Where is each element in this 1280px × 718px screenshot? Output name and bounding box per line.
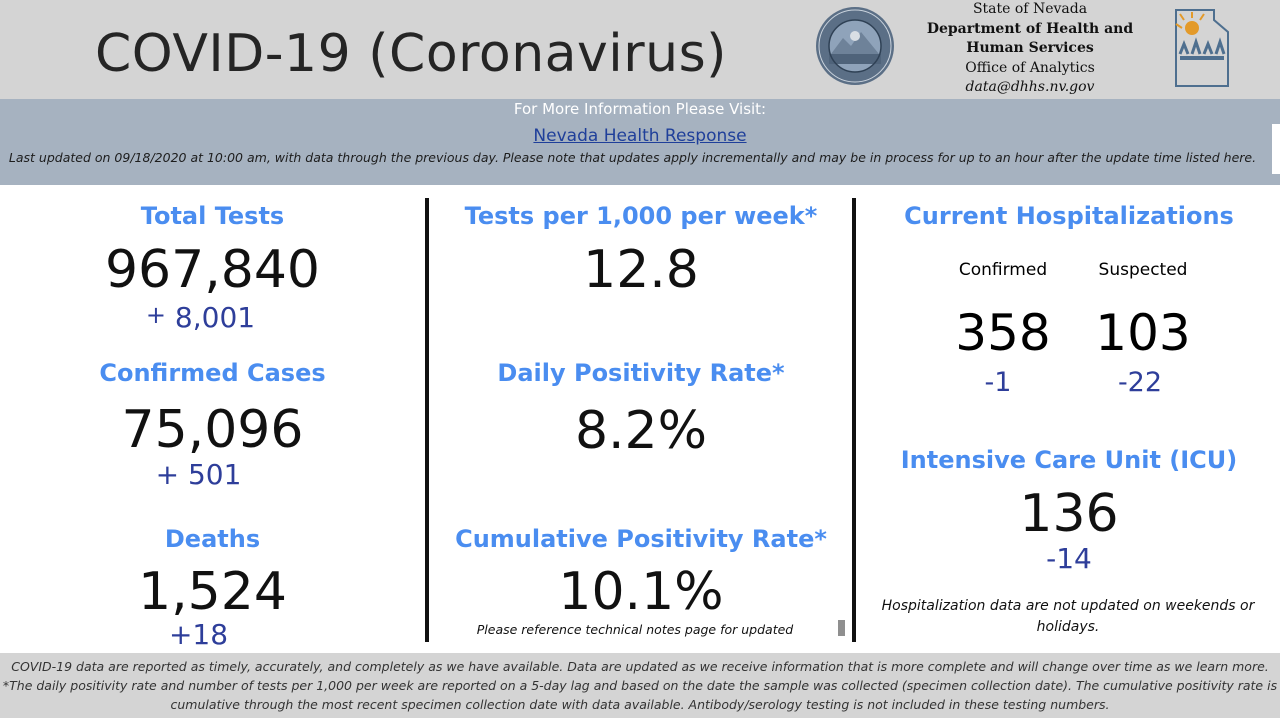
suspected-label: Suspected [1098,260,1188,280]
page-title: COVID-19 (Coronavirus) [95,24,727,84]
icu-heading: Intensive Care Unit (ICU) [900,446,1238,474]
cumulative-positivity-heading: Cumulative Positivity Rate* [455,525,827,553]
right-column: Current Hospitalizations Confirmed Suspe… [858,186,1280,644]
total-tests-delta: + 8,001 [0,301,413,334]
icu-delta: -14 [1046,542,1092,575]
header: COVID-19 (Coronavirus) State of Nevada D… [0,0,1280,99]
confirmed-cases-heading: Confirmed Cases [99,359,326,387]
last-updated-text: Last updated on 09/18/2020 at 10:00 am, … [8,150,1257,165]
hospitalized-confirmed-value: 358 [955,304,1051,362]
column-divider-right [852,198,856,642]
total-tests-delta-sign: + [145,301,167,329]
confirmed-cases-value: 75,096 [121,400,304,460]
banner-visit-text: For More Information Please Visit: [513,100,767,118]
daily-positivity-value: 8.2% [574,401,708,461]
banner-link-container: Nevada Health Response [0,126,1280,146]
tests-per-1000-heading: Tests per 1,000 per week* [464,202,818,230]
column-divider-left [425,198,429,642]
tests-per-1000-value: 12.8 [583,240,699,300]
agency-department-2: Human Services [966,40,1094,56]
hospitalized-suspected-delta: -22 [1117,367,1163,398]
footer-notes: COVID-19 data are reported as timely, ac… [0,653,1280,718]
hospitalized-confirmed-delta: -1 [984,367,1012,398]
technical-notes-text: Please reference technical notes page fo… [476,622,794,637]
banner-scrollbar[interactable] [1272,124,1280,174]
hospitalization-note: Hospitalization data are not updated on … [881,598,1255,635]
daily-positivity-heading: Daily Positivity Rate* [497,359,785,387]
middle-column: Tests per 1,000 per week* 12.8 Daily Pos… [430,186,852,644]
dhhs-logo-icon [1175,9,1229,87]
icu-value: 136 [1019,484,1119,544]
agency-state: State of Nevada [972,1,1088,17]
deaths-delta: +18 [168,618,229,651]
footer-note-2: *The daily positivity rate and number of… [2,678,1278,712]
confirmed-cases-delta: + 501 [155,458,242,491]
agency-email: data@dhhs.nv.gov [965,79,1095,95]
agency-info: State of Nevada Department of Health and… [925,0,1135,98]
total-tests-value: 967,840 [104,240,321,300]
confirmed-label: Confirmed [958,260,1048,280]
cumulative-positivity-value: 10.1% [558,562,724,622]
info-banner: For More Information Please Visit: Nevad… [0,99,1280,185]
nevada-state-seal-icon [816,7,894,85]
nevada-health-response-link[interactable]: Nevada Health Response [533,126,747,146]
total-tests-delta-value: 8,001 [174,301,256,334]
total-tests-heading: Total Tests [140,202,285,230]
agency-department: Department of Health and [926,20,1134,37]
agency-office: Office of Analytics [965,59,1095,76]
notes-scrollbar[interactable] [838,620,845,636]
hospitalized-suspected-value: 103 [1095,304,1191,362]
deaths-heading: Deaths [164,525,261,553]
hospitalizations-heading: Current Hospitalizations [904,202,1234,230]
footer-note-1: COVID-19 data are reported as timely, ac… [11,659,1269,674]
left-column: Total Tests 967,840 + 8,001 Confirmed Ca… [0,186,425,651]
deaths-value: 1,524 [138,562,287,622]
